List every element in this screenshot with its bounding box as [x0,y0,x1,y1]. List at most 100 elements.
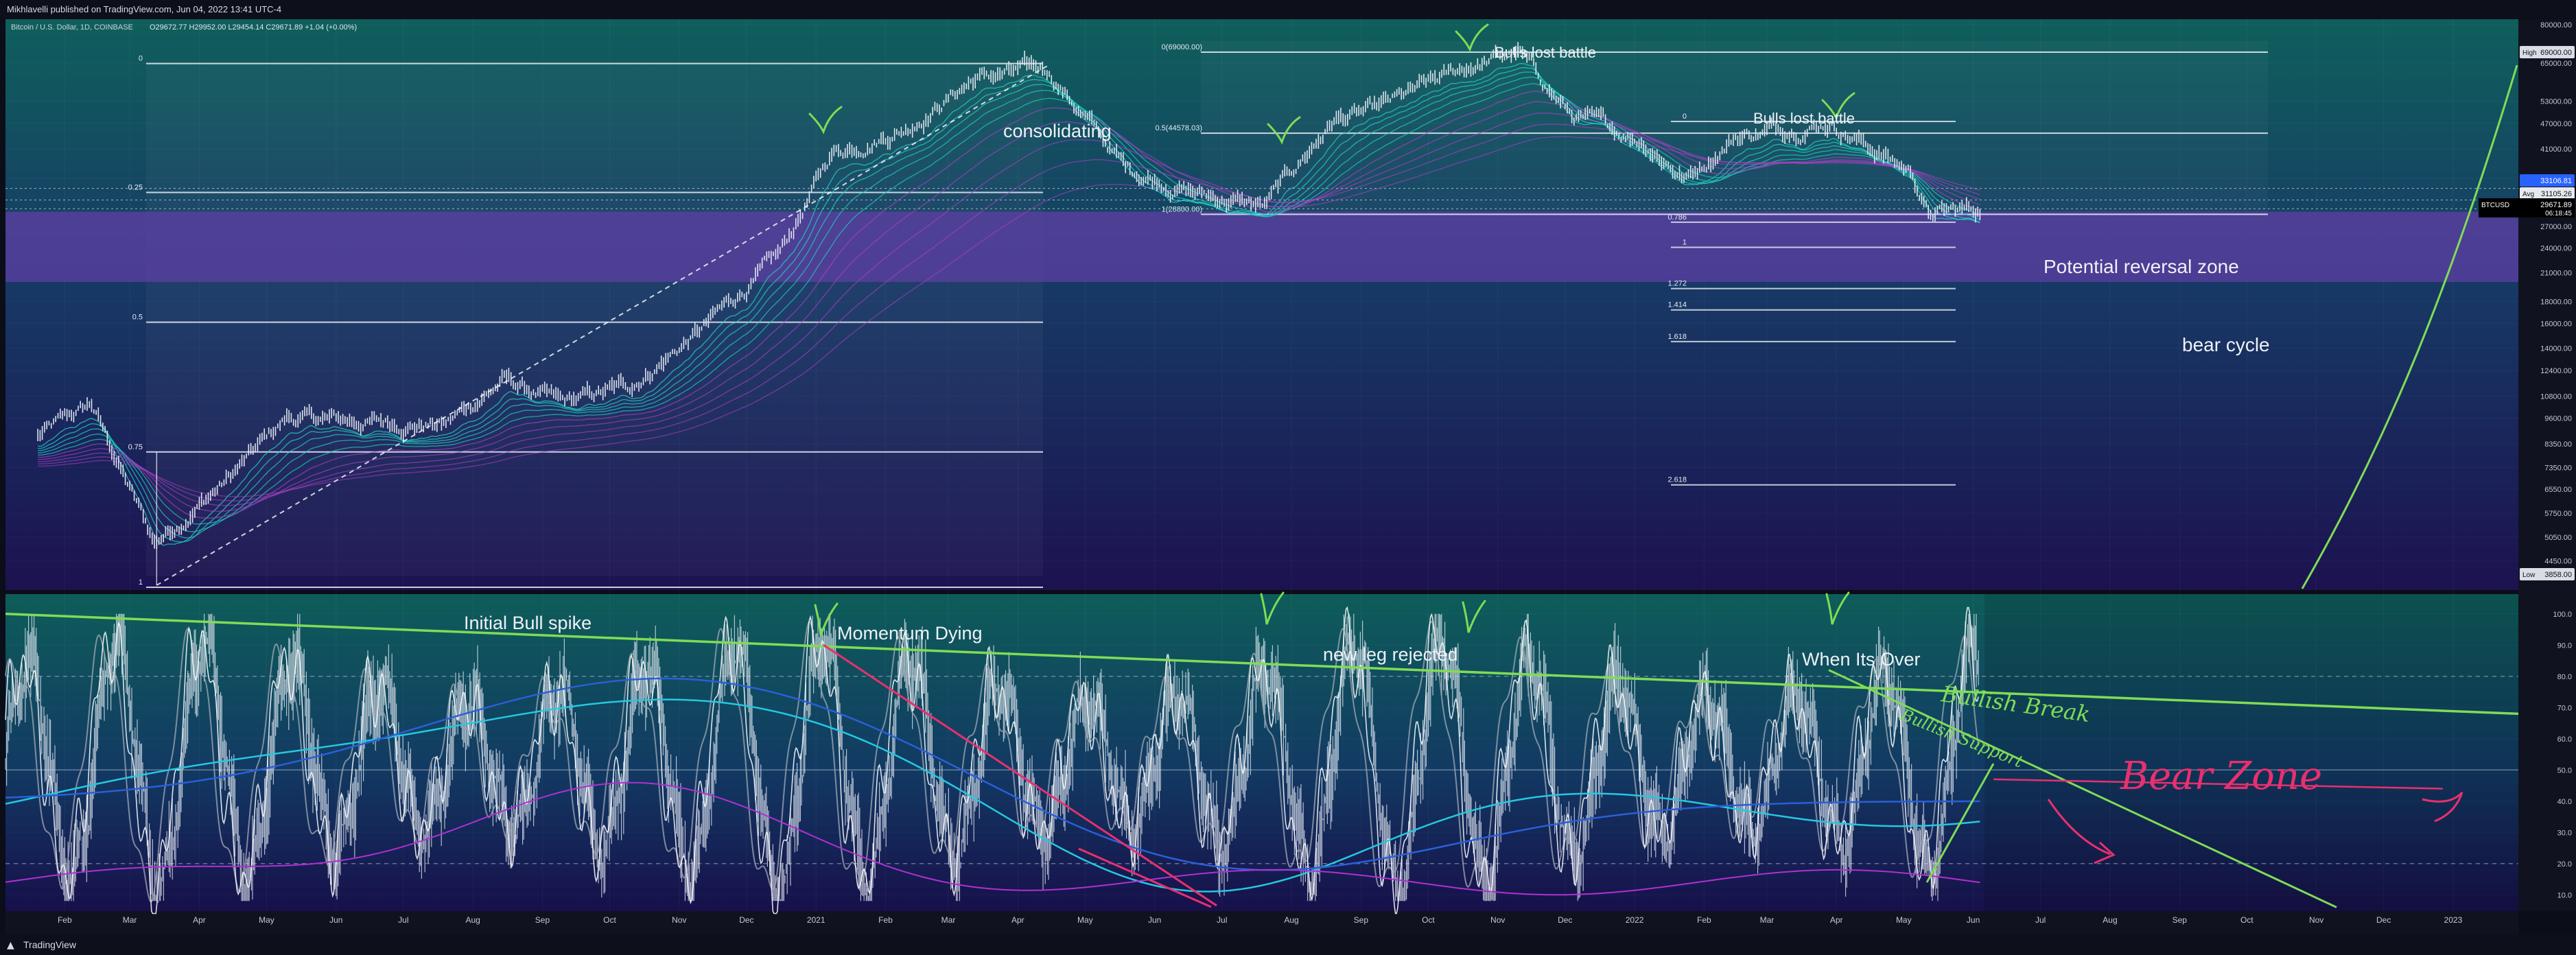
check-mark-doodle [1267,116,1301,145]
fib-level-label: 0 [1683,113,1687,121]
x-tick-label: Aug [2103,915,2117,925]
ma-ribbon-line [38,123,1980,502]
symbol-title[interactable]: Bitcoin / U.S. Dollar, 1D, COINBASE [11,23,133,32]
tradingview-logo[interactable]: TradingView [23,939,77,950]
osc-slow-line [5,620,1980,903]
price-tick-label: 16000.00 [2540,320,2572,328]
price-annotation: Bulls lost battle [1753,110,1855,127]
fib-level-label: 0.25 [128,183,143,191]
reversal-zone-band [5,211,2518,282]
osc-check-doodle [814,602,839,636]
reversal-zone [5,211,2518,282]
price-tick-label: 10800.00 [2540,393,2572,401]
price-candle-series [37,42,1981,550]
osc-tick-label: 80.0 [2557,673,2572,681]
ma-ribbon-line [38,113,1980,506]
fib-level-label: 1(28800.00) [1162,205,1202,213]
top-price-tag-value: 33106.81 [2540,177,2572,185]
price-tick-label: 18000.00 [2540,298,2572,306]
x-tick-label: Apr [1830,915,1843,925]
x-tick-label: Jul [398,915,408,925]
x-tick-label: Feb [878,915,893,925]
check-mark-doodle [808,106,843,134]
osc-descending-trendline [1828,669,2337,908]
price-tick-label: 5750.00 [2544,510,2572,518]
osc-support-line [1925,763,1995,883]
low-label-tag: Low [2522,571,2536,579]
x-tick-label: Sep [535,915,550,925]
fib-level-label: 2.618 [1667,476,1687,484]
osc-fast-line [5,606,1979,915]
fib-level-label: 0.5 [132,314,143,322]
pink-arrow-curl [2422,791,2463,823]
x-tick-label: Nov [1490,915,1505,925]
price-tick-label: 7350.00 [2544,464,2572,473]
x-tick-label: May [1896,915,1912,925]
x-tick-label: Mar [941,915,956,925]
osc-check-doodle [1825,591,1850,625]
x-tick-label: Feb [1697,915,1711,925]
price-tick-label: 5050.00 [2544,534,2572,542]
osc-annotation: Initial Bull spike [464,613,592,633]
price-tick-label: 8350.00 [2544,440,2572,449]
x-tick-label: Sep [2173,915,2188,925]
ma-ribbon-line [38,76,1980,532]
price-candles [37,42,1981,550]
pink-arrow-down [2047,799,2116,864]
bear-zone-line [1993,778,2444,790]
price-tick-label: 14000.00 [2540,344,2572,353]
x-tick-label: Sep [1354,915,1369,925]
price-tick-label: 53000.00 [2540,97,2572,106]
avg-label-value: 31105.26 [2541,190,2572,198]
fib-level-label: 0.786 [1667,213,1687,222]
tradingview-logo-mark: ▲ [7,940,14,951]
x-tick-label: Mar [1760,915,1775,925]
ohlc-readout: O29672.77 H29952.00 L29454.14 C29671.89 … [150,23,357,32]
fib-level-label: 0.75 [128,443,143,451]
osc-check-doodle [1462,600,1486,633]
fib-level-label: 0(69000.00) [1162,43,1202,51]
low-label-bg [2520,568,2575,580]
x-tick-label: Jul [2035,915,2046,925]
osc-tick-label: 60.0 [2557,735,2572,744]
osc-tick-label: 30.0 [2557,829,2572,837]
price-tick-label: 12400.00 [2540,367,2572,375]
last-price-symbol: BTCUSD [2481,202,2509,209]
fib-region-left [146,62,1043,576]
last-price-countdown: 06:18:45 [2545,210,2572,217]
osc-tick-label: 10.0 [2557,891,2572,899]
price-annotation: bear cycle [2182,334,2270,355]
fib-level-label: 1.618 [1667,333,1687,341]
osc-tick-label: 40.0 [2557,798,2572,806]
price-tick-label: 65000.00 [2540,60,2572,68]
osc-annotation: When Its Over [1802,649,1921,670]
avg-label-tag: Avg [2522,191,2534,198]
x-tick-label: Feb [58,915,72,925]
fib-level-label: 1.272 [1667,280,1687,288]
osc-annotation: Momentum Dying [837,623,983,644]
x-tick-label: Jun [1148,915,1161,925]
osc-check-doodle [1260,591,1285,625]
future-shade-osc [1984,594,2518,911]
osc-tick-label: 50.0 [2557,766,2572,775]
price-annotation: Potential reversal zone [2044,256,2239,277]
ma-ribbon-line [38,91,1980,519]
ma-ribbon-line [38,71,1980,539]
x-tick-label: Dec [2376,915,2391,925]
x-tick-label: 2022 [1626,915,1644,925]
osc-long-trendline [5,613,2519,716]
x-tick-label: Oct [603,915,616,925]
price-tick-label: 80000.00 [2540,21,2572,30]
trendline-dashed [156,65,1048,586]
price-tick-label: 27000.00 [2540,223,2572,231]
price-annotation: Bulls lost battle [1495,44,1596,61]
price-pane[interactable] [5,19,2518,590]
price-tick-label: 41000.00 [2540,145,2572,154]
price-drawings [156,23,2518,589]
x-tick-label: Jun [329,915,342,925]
x-tick-label: Jul [1217,915,1227,925]
x-tick-label: Nov [672,915,686,925]
fib-level-label: 0 [139,55,143,63]
